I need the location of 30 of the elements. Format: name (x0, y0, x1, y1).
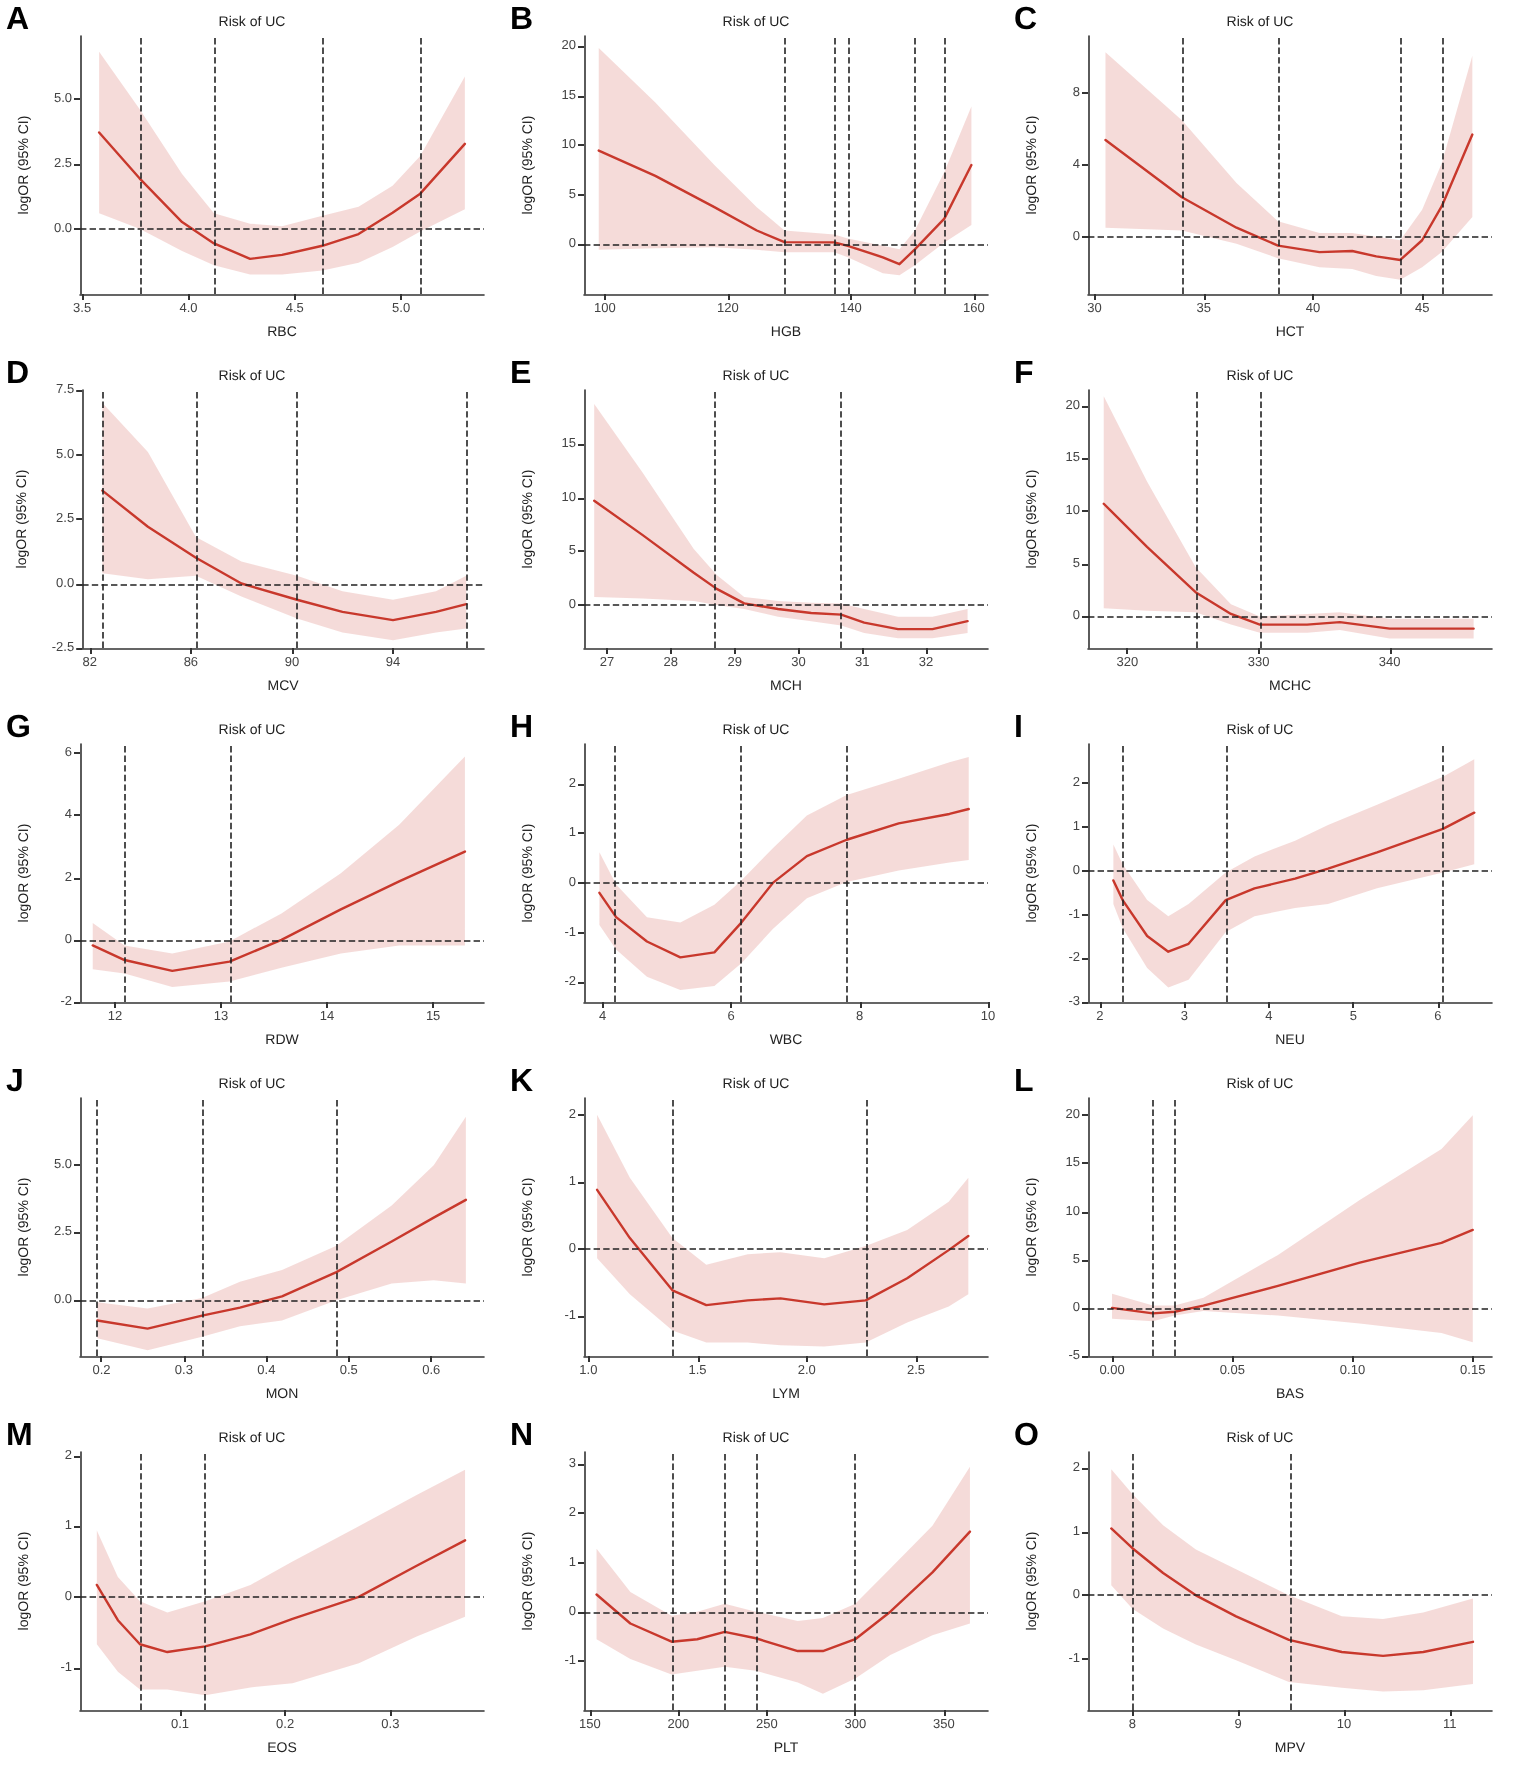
text: D (6, 357, 30, 391)
line-series (91, 850, 467, 973)
text: J (6, 1065, 24, 1099)
text: M (6, 1419, 33, 1453)
text: E (510, 357, 532, 391)
line-series (1104, 133, 1474, 262)
text: A (6, 3, 30, 37)
line-series (101, 489, 468, 622)
text: F (1014, 357, 1034, 391)
line-series (595, 1188, 970, 1307)
text: L (1014, 1065, 1034, 1099)
text: H (510, 711, 534, 745)
text: K (510, 1065, 534, 1099)
text: I (1014, 711, 1023, 745)
line-series (1102, 502, 1475, 630)
line-series (95, 1539, 467, 1654)
line-series (1110, 1228, 1474, 1315)
text: B (510, 3, 534, 37)
line-series (595, 1530, 972, 1653)
text: N (510, 1419, 534, 1453)
text: G (6, 711, 31, 745)
line-series (1110, 1527, 1475, 1658)
line-series (597, 149, 973, 266)
line-series (96, 1198, 468, 1330)
line-series (598, 807, 970, 959)
line-series (593, 499, 969, 631)
line-series (1112, 811, 1476, 953)
text: O (1014, 1419, 1039, 1453)
text: C (1014, 3, 1038, 37)
line-series (97, 131, 467, 261)
